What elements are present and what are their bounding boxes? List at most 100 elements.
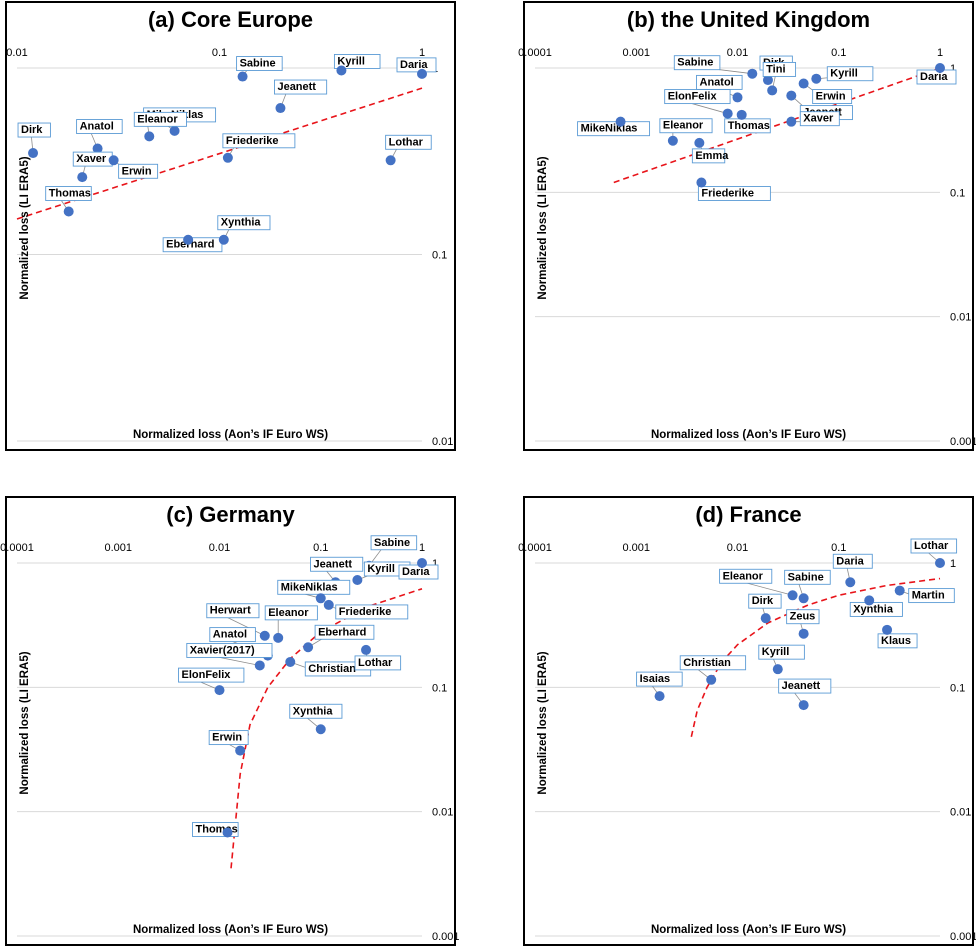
x-tick-label: 0.1 — [831, 47, 846, 59]
data-point — [798, 78, 809, 89]
point-label-box — [370, 535, 418, 551]
chart-title: (d) France — [695, 502, 802, 527]
x-axis-label: Normalized loss (Aon’s IF Euro WS) — [132, 924, 329, 936]
data-point — [694, 137, 705, 148]
fit-line — [613, 67, 941, 184]
data-point — [786, 116, 797, 127]
point-label: Kyrill — [337, 55, 365, 67]
y-axis-label: Normalized loss (LI ERA5) — [19, 156, 31, 300]
point-label-box — [748, 593, 782, 609]
point-label-box — [396, 57, 437, 73]
point-label: Jeanett — [782, 680, 821, 692]
data-point — [767, 85, 778, 96]
y-tick-label: 0.001 — [432, 931, 460, 943]
y-tick-label: 0.01 — [432, 807, 453, 819]
chart-panel-core-europe: 0.010.110.010.11SabineKyrillDariaJeanett… — [5, 1, 456, 451]
data-point — [786, 90, 797, 101]
data-point — [845, 577, 856, 588]
point-label: Lothar — [389, 136, 424, 148]
point-label-box — [118, 163, 159, 179]
point-label: Eleanor — [137, 113, 178, 125]
point-label: Anatol — [700, 76, 734, 88]
point-label: Jeanett — [314, 558, 353, 570]
scatter-plot-b: 0.0010.010.110.00010.0010.010.11SabineDi… — [518, 47, 976, 448]
data-point — [237, 71, 248, 82]
data-point — [760, 613, 771, 624]
data-point — [706, 674, 717, 685]
data-point — [615, 116, 626, 127]
point-label: Kyrill — [762, 646, 790, 658]
data-point — [417, 68, 427, 79]
point-label: Xynthia — [221, 217, 262, 229]
point-label: Erwin — [816, 91, 846, 103]
data-point — [385, 155, 396, 166]
point-label: Sabine — [240, 58, 276, 70]
x-tick-label: 0.001 — [622, 47, 650, 59]
data-point — [28, 148, 39, 159]
data-point — [259, 630, 270, 641]
data-point — [811, 73, 822, 84]
point-label-box — [724, 118, 771, 134]
data-point — [218, 234, 229, 245]
point-label-box — [877, 633, 918, 649]
point-label: Lothar — [914, 540, 949, 552]
data-point — [722, 108, 733, 119]
point-label-box — [310, 556, 364, 572]
y-tick-label: 1 — [432, 558, 438, 570]
point-label-box — [206, 603, 260, 619]
point-label: Christian — [308, 663, 356, 675]
point-label-box — [264, 605, 318, 621]
point-label: Erwin — [212, 732, 242, 744]
point-label-box — [208, 730, 249, 746]
point-label-box — [236, 56, 283, 71]
data-point — [747, 68, 758, 79]
point-label-box — [659, 118, 713, 134]
y-axis-label: Normalized loss (LI ERA5) — [537, 156, 549, 300]
data-point — [787, 590, 798, 601]
point-label-box — [812, 89, 853, 104]
data-point — [798, 628, 809, 639]
data-point — [77, 172, 88, 183]
point-label-box — [786, 609, 820, 625]
data-point — [108, 155, 119, 166]
point-label-box — [679, 655, 747, 671]
point-label: MikeNiklas — [281, 581, 338, 593]
y-tick-label: 0.1 — [950, 187, 965, 199]
point-label-box — [908, 588, 955, 604]
point-label-box — [289, 703, 343, 719]
x-tick-label: 1 — [419, 542, 425, 554]
point-label: Eleanor — [663, 120, 704, 132]
point-label: Kyrill — [830, 68, 858, 80]
x-tick-label: 0.01 — [209, 542, 230, 554]
point-label-box — [354, 655, 402, 671]
point-label: Friederike — [226, 135, 279, 147]
data-point — [894, 585, 905, 596]
point-label-box — [762, 61, 797, 77]
data-point — [762, 75, 773, 86]
fit-line — [230, 588, 423, 869]
data-point — [285, 656, 296, 667]
x-tick-label: 1 — [419, 47, 425, 59]
data-point — [352, 574, 363, 585]
data-point — [935, 558, 945, 568]
data-point — [144, 131, 155, 142]
point-label: Dirk — [21, 124, 43, 136]
point-label: ElonFelix — [668, 91, 718, 103]
x-axis-label: Normalized loss (Aon’s IF Euro WS) — [132, 429, 329, 441]
point-label: MikeNiklas — [581, 123, 638, 135]
x-tick-label: 0.0001 — [518, 47, 552, 59]
point-label-box — [133, 111, 187, 127]
point-label-box — [314, 624, 375, 640]
data-point — [275, 103, 286, 114]
data-point — [935, 63, 945, 73]
point-label-box — [333, 54, 381, 69]
point-label: ElonFelix — [182, 669, 232, 681]
data-point — [361, 644, 372, 655]
y-tick-label: 0.01 — [432, 436, 453, 448]
y-tick-label: 0.001 — [950, 436, 976, 448]
point-label: Sabine — [677, 57, 713, 69]
point-label: Tini — [766, 63, 785, 75]
point-label: Daria — [400, 59, 428, 71]
point-label-box — [186, 642, 273, 658]
data-point — [336, 65, 347, 76]
